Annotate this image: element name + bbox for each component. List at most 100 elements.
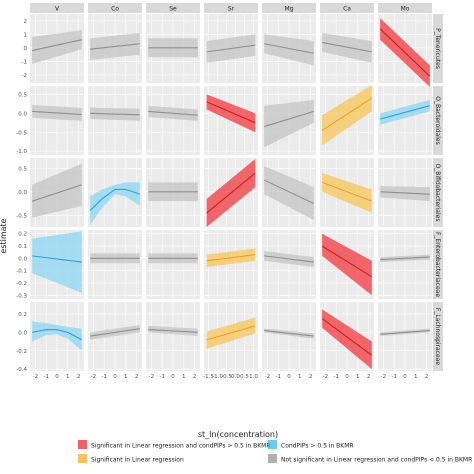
- row-strip-bg: [433, 302, 443, 371]
- column-strip-bg: [30, 3, 84, 13]
- x-tick-label: 2: [77, 374, 81, 380]
- row-strip-label: F_Lachnospiraceae: [434, 308, 441, 365]
- y-tick-label: 0.1: [18, 244, 27, 250]
- y-tick-label: 0.0: [18, 111, 27, 117]
- estimate-line: [90, 328, 140, 337]
- confidence-band: [32, 231, 82, 293]
- y-tick-label: -0.3: [16, 293, 27, 299]
- estimate-line: [380, 329, 430, 335]
- estimate-line: [32, 329, 83, 341]
- estimate-line: [321, 318, 373, 356]
- legend-label: CondPIPs > 0.5 in BKMR: [281, 443, 354, 450]
- legend-label: Significant in Linear regression and con…: [91, 443, 271, 450]
- row-strip-bg: [433, 230, 443, 299]
- column-strip-label: V: [55, 6, 60, 13]
- y-tick-label: -0.5: [16, 130, 27, 136]
- estimate-line: [148, 329, 198, 333]
- estimate-line: [264, 43, 314, 54]
- y-tick-label: -0.1: [16, 269, 27, 275]
- y-tick-label: 1: [24, 32, 28, 38]
- column-strip-bg: [378, 3, 432, 13]
- y-tick-label: -0.2: [16, 349, 27, 355]
- x-tick-label: 2: [193, 374, 197, 380]
- confidence-band: [90, 182, 140, 225]
- y-tick-label: 0.0: [18, 190, 27, 196]
- estimate-line: [148, 110, 198, 116]
- column-strip-bg: [320, 3, 374, 13]
- x-tick-label: -2: [149, 374, 154, 380]
- column-strip-label: Mo: [401, 6, 410, 13]
- x-tick-label: -1: [159, 374, 164, 380]
- row-strip-bg: [433, 86, 443, 155]
- estimate-line: [90, 43, 140, 50]
- y-tick-label: 0.0: [18, 330, 27, 336]
- column-strip-label: Sr: [228, 6, 235, 13]
- x-tick-label: 0.5: [240, 374, 249, 380]
- x-tick-label: -1.5: [203, 374, 214, 380]
- column-strips: V Co Se Sr Mg Ca Mo: [30, 3, 432, 13]
- x-tick-label: -2: [265, 374, 270, 380]
- x-tick-label: 0.0: [231, 374, 240, 380]
- x-tick-label: 2: [309, 374, 313, 380]
- y-tick-label: -0.4: [16, 367, 27, 373]
- estimate-line: [89, 188, 141, 211]
- x-tick-label: 0: [55, 374, 59, 380]
- column-strip-label: Se: [169, 6, 177, 13]
- y-tick-label: 0.5: [18, 92, 27, 98]
- confidence-band: [322, 309, 372, 370]
- estimate-line: [321, 181, 373, 202]
- legend: Significant in Linear regression and con…: [78, 440, 472, 464]
- x-tick-label: -0.5: [221, 374, 232, 380]
- legend-swatch: [268, 440, 277, 449]
- estimate-line: [380, 105, 430, 120]
- estimate-line: [263, 179, 315, 205]
- row-strips: P_Tenericutes O_Bacteroidales O_Bifidobact…: [433, 14, 443, 371]
- x-tick-label: -2: [323, 374, 328, 380]
- x-tick-label: 0: [171, 374, 175, 380]
- y-tick-label: 0: [24, 46, 28, 52]
- x-tick-label: -2: [91, 374, 96, 380]
- x-tick-label: -1.0: [212, 374, 223, 380]
- panels: [30, 14, 432, 371]
- y-tick-label: 0.2: [18, 232, 27, 238]
- row-strip-label: F_Enterobacteriaceae: [434, 232, 441, 297]
- x-tick-label: 2: [425, 374, 429, 380]
- estimate-line: [379, 28, 431, 77]
- estimate-line: [206, 101, 256, 124]
- x-tick-label: -1: [275, 374, 280, 380]
- estimate-line: [206, 44, 256, 53]
- confidence-band: [322, 173, 372, 213]
- column-strip-bg: [204, 3, 258, 13]
- y-tick-label: 0.2: [18, 312, 27, 318]
- row-strip-bg: [433, 158, 443, 227]
- x-tick-label: 2: [135, 374, 139, 380]
- estimate-line: [32, 255, 82, 263]
- legend-swatch: [78, 454, 87, 463]
- column-strip-bg: [146, 3, 200, 13]
- x-tick-label: -1: [391, 374, 396, 380]
- estimate-line: [264, 329, 314, 337]
- estimate-line: [90, 112, 140, 116]
- y-tick-label: -0.5: [16, 213, 27, 219]
- y-tick-label: -0.2: [16, 281, 27, 287]
- x-tick-label: -1: [333, 374, 338, 380]
- confidence-band: [32, 163, 82, 218]
- estimate-line: [321, 245, 373, 278]
- y-tick-label: -1.0: [16, 149, 27, 155]
- y-axis-title: estimate: [0, 218, 8, 253]
- x-tick-label: 0: [403, 374, 407, 380]
- confidence-band: [380, 186, 430, 202]
- estimate-line: [322, 41, 372, 53]
- row-strip-label: P_Tenericutes: [434, 28, 441, 69]
- x-tick-label: 1.0: [249, 374, 258, 380]
- estimate-line: [32, 39, 82, 52]
- column-strip-label: Ca: [343, 6, 351, 13]
- estimate-line: [206, 325, 256, 341]
- confidence-band: [206, 94, 256, 133]
- row-strip-label: O_Bifidobacteriales: [434, 164, 441, 222]
- row-strip-label: O_Bacteroidales: [434, 96, 441, 145]
- x-tick-label: 0: [345, 374, 349, 380]
- y-tick-label: 0.0: [18, 256, 27, 262]
- y-tick-label: 0.5: [18, 166, 27, 172]
